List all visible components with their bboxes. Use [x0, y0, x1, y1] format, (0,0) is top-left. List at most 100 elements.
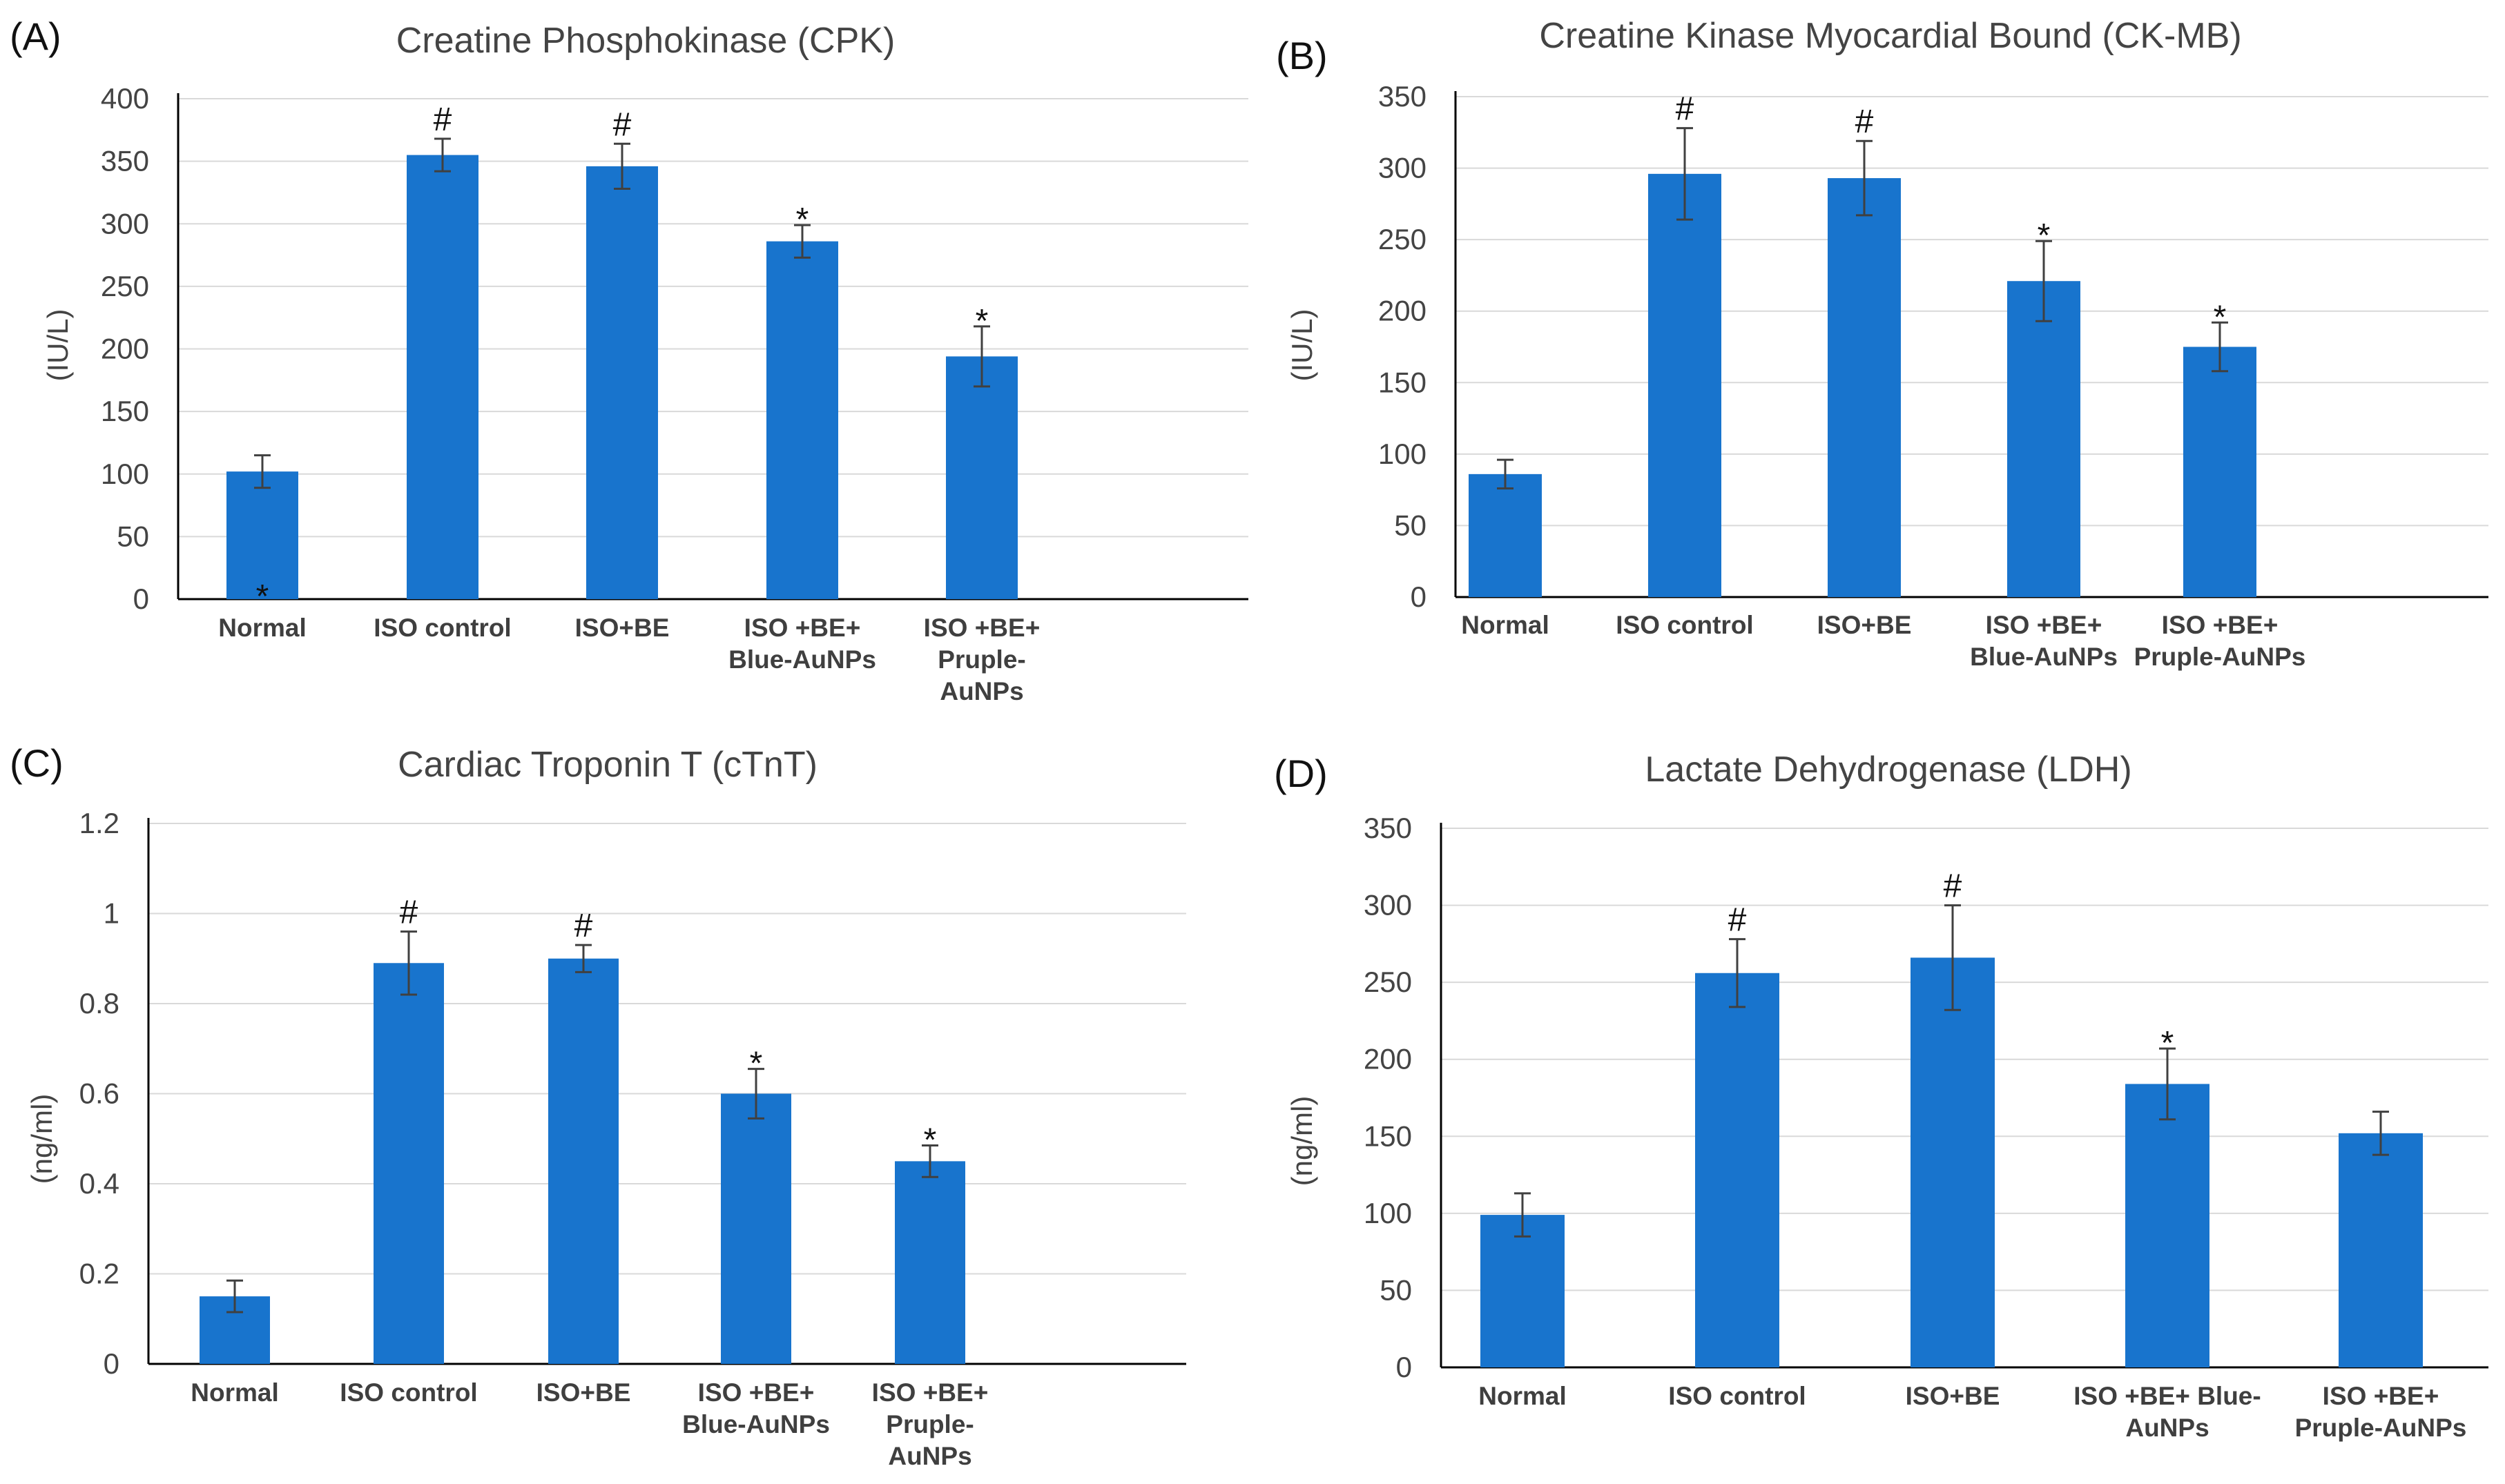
x-tick-label: Normal — [1461, 611, 1549, 639]
x-tick-label-line: ISO+BE — [1906, 1382, 2000, 1410]
y-axis-label: (ng/ml) — [1286, 1096, 1318, 1187]
y-tick-label: 100 — [1364, 1197, 1412, 1229]
x-tick-label-line: ISO control — [1616, 611, 1753, 639]
y-tick-label: 0 — [1411, 580, 1426, 613]
bar — [946, 356, 1018, 599]
x-tick-label-line: ISO control — [340, 1378, 477, 1407]
y-tick-label: 300 — [1364, 889, 1412, 921]
x-tick-label: Normal — [191, 1378, 278, 1407]
chart-title: Creatine Kinase Myocardial Bound (CK-MB) — [1539, 16, 2241, 56]
x-tick-label-line: Blue-AuNPs — [682, 1410, 830, 1438]
y-axis-label: (IU/L) — [1286, 309, 1318, 382]
x-tick-label: ISO control — [374, 614, 511, 642]
x-tick-label: ISO+BE — [1817, 611, 1912, 639]
x-tick-label-line: ISO +BE+ — [744, 614, 861, 642]
y-tick-label: 50 — [1394, 509, 1426, 541]
panel-label: (C) — [10, 741, 64, 785]
x-tick-label: ISO +BE+ Pruple-AuNPs — [924, 614, 1041, 705]
bar — [407, 155, 478, 599]
significance-marker: * — [796, 202, 809, 238]
x-tick-label-line: AuNPs — [888, 1442, 971, 1470]
significance-marker: # — [400, 895, 418, 931]
x-tick-label: ISO control — [1616, 611, 1753, 639]
significance-marker: # — [574, 908, 593, 944]
y-tick-label: 350 — [101, 145, 149, 177]
x-tick-label-line: Pruple-AuNPs — [2134, 643, 2306, 671]
bar — [548, 958, 619, 1364]
y-tick-label: 150 — [1364, 1120, 1412, 1152]
bar — [1828, 178, 1901, 598]
x-tick-label-line: ISO control — [374, 614, 511, 642]
bar — [1911, 957, 1995, 1367]
significance-marker: * — [2038, 217, 2051, 254]
x-tick-label-line: ISO +BE+ — [698, 1378, 815, 1407]
x-tick-label-line: Normal — [191, 1378, 278, 1407]
x-tick-label-line: Pruple- — [886, 1410, 974, 1438]
y-tick-label: 350 — [1378, 80, 1426, 113]
significance-marker: # — [434, 101, 452, 138]
bar — [766, 241, 838, 599]
x-tick-label-line: Normal — [218, 614, 306, 642]
significance-marker: # — [1676, 91, 1694, 128]
chart-title: Creatine Phosphokinase (CPK) — [396, 21, 896, 61]
y-tick-label: 400 — [101, 82, 149, 115]
y-tick-label: 0.8 — [79, 987, 119, 1019]
x-tick-label: ISO+BE — [575, 614, 670, 642]
y-tick-label: 0 — [1396, 1351, 1412, 1383]
y-tick-label: 100 — [101, 458, 149, 490]
bar — [2125, 1084, 2209, 1367]
x-tick-label-line: ISO +BE+ — [872, 1378, 989, 1407]
panel-label: (D) — [1274, 752, 1328, 795]
x-tick-label: ISO control — [340, 1378, 477, 1407]
x-tick-label-line: ISO +BE+ — [2323, 1382, 2439, 1410]
x-tick-label: ISO +BE+ Blue-AuNPs — [728, 614, 876, 674]
significance-marker: # — [1855, 104, 1874, 140]
y-tick-label: 1.2 — [79, 807, 119, 839]
bar — [1648, 173, 1721, 597]
x-tick-label: ISO +BE+ Pruple-AuNPs — [2134, 611, 2306, 671]
x-tick-label-line: AuNPs — [2125, 1414, 2209, 1442]
y-tick-label: 50 — [117, 520, 149, 552]
x-tick-label-line: Normal — [1478, 1382, 1566, 1410]
x-tick-label: ISO +BE+ Blue-AuNPs — [1970, 611, 2118, 671]
panel-label: (A) — [10, 14, 61, 58]
y-tick-label: 250 — [101, 270, 149, 302]
y-tick-label: 300 — [101, 207, 149, 240]
y-tick-label: 200 — [1378, 295, 1426, 327]
x-tick-label-line: Normal — [1461, 611, 1549, 639]
x-tick-label-line: Blue-AuNPs — [728, 645, 876, 674]
y-tick-label: 200 — [1364, 1043, 1412, 1075]
chart-panel-c: (C) Cardiac Troponin T (cTnT) 0 0.2 0.4 0.6 0.… — [10, 741, 1186, 1470]
y-tick-label: 150 — [1378, 366, 1426, 398]
x-tick-label: ISO+BE — [536, 1378, 631, 1407]
bar — [374, 963, 444, 1364]
y-tick-label: 50 — [1380, 1273, 1412, 1306]
x-tick-label: ISO +BE+ Pruple-AuNPs — [2295, 1382, 2467, 1442]
x-tick-label-line: ISO+BE — [1817, 611, 1912, 639]
bar — [721, 1093, 791, 1364]
bar — [2183, 346, 2256, 597]
significance-marker: * — [976, 303, 989, 340]
y-tick-label: 250 — [1364, 966, 1412, 998]
x-tick-label: ISO control — [1668, 1382, 1806, 1410]
y-tick-label: 0 — [133, 583, 149, 615]
bar — [226, 471, 298, 599]
x-tick-label-line: ISO +BE+ — [1986, 611, 2102, 639]
x-tick-label-line: ISO control — [1668, 1382, 1806, 1410]
x-tick-label: Normal — [1478, 1382, 1566, 1410]
x-tick-label-line: Pruple-AuNPs — [2295, 1414, 2467, 1442]
y-tick-label: 250 — [1378, 223, 1426, 255]
x-tick-label: ISO+BE — [1906, 1382, 2000, 1410]
y-axis-label: (ng/ml) — [26, 1094, 58, 1184]
bar — [586, 166, 658, 599]
x-tick-label: ISO +BE+ Pruple- AuNPs — [872, 1378, 989, 1470]
y-tick-label: 0.4 — [79, 1167, 119, 1200]
bar — [2007, 281, 2080, 597]
bar — [895, 1161, 965, 1364]
significance-marker: * — [2214, 299, 2227, 335]
significance-marker: * — [750, 1046, 763, 1082]
chart-panel-d: (D) Lactate Dehydrogenase (LDH) 0 50 100 150 2… — [1274, 750, 2488, 1442]
x-tick-label-line: AuNPs — [940, 677, 1023, 705]
chart-title: Cardiac Troponin T (cTnT) — [398, 745, 818, 785]
